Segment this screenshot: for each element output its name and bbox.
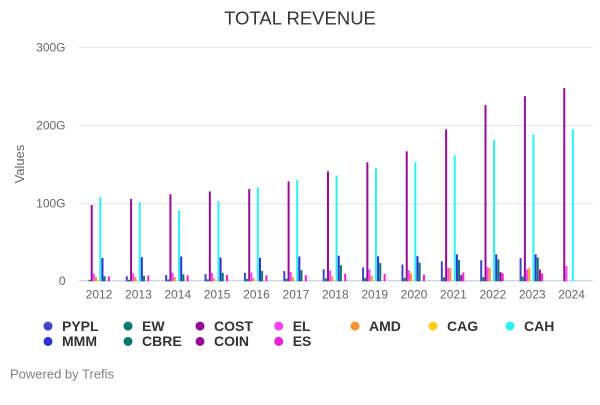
svg-text:EW: EW [142, 318, 165, 334]
svg-text:2015: 2015 [204, 287, 231, 301]
svg-text:200G: 200G [36, 119, 65, 133]
svg-text:ES: ES [293, 333, 312, 349]
svg-text:AMD: AMD [369, 318, 401, 334]
svg-text:2022: 2022 [479, 287, 506, 301]
svg-text:CBRE: CBRE [142, 333, 182, 349]
svg-text:Powered by Trefis: Powered by Trefis [10, 367, 115, 382]
svg-text:2013: 2013 [125, 287, 152, 301]
svg-text:EL: EL [293, 318, 311, 334]
svg-text:MMM: MMM [62, 333, 97, 349]
svg-text:2020: 2020 [401, 287, 428, 301]
svg-text:100G: 100G [36, 197, 65, 211]
svg-text:CAG: CAG [447, 318, 478, 334]
svg-text:0: 0 [59, 274, 66, 288]
svg-text:2017: 2017 [283, 287, 310, 301]
svg-text:Values: Values [12, 144, 27, 183]
svg-text:2016: 2016 [243, 287, 270, 301]
svg-text:2012: 2012 [86, 287, 113, 301]
svg-text:2021: 2021 [440, 287, 467, 301]
svg-text:COIN: COIN [214, 333, 249, 349]
svg-text:CAH: CAH [524, 318, 554, 334]
svg-text:2024: 2024 [558, 287, 585, 301]
svg-text:PYPL: PYPL [62, 318, 99, 334]
svg-text:2019: 2019 [361, 287, 388, 301]
svg-text:COST: COST [214, 318, 253, 334]
svg-text:300G: 300G [36, 41, 65, 55]
svg-text:2023: 2023 [519, 287, 546, 301]
svg-text:2018: 2018 [322, 287, 349, 301]
svg-text:TOTAL REVENUE: TOTAL REVENUE [224, 8, 376, 29]
svg-text:2014: 2014 [164, 287, 191, 301]
